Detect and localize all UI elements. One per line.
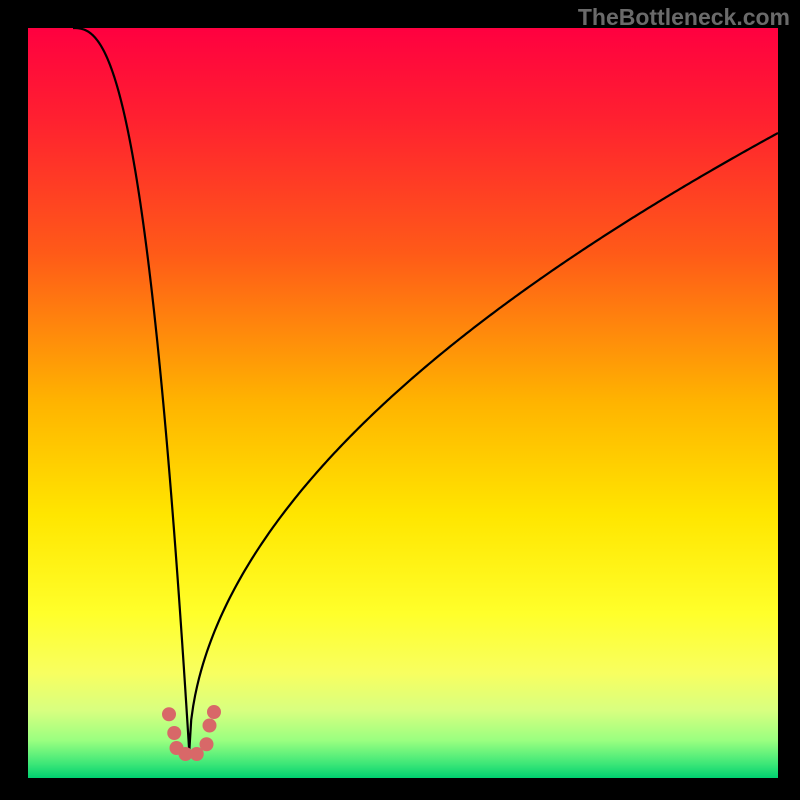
bottleneck-curve-chart (0, 0, 800, 800)
plot-background (28, 28, 778, 778)
marker-point (200, 737, 214, 751)
watermark-text: TheBottleneck.com (578, 4, 790, 31)
marker-point (162, 707, 176, 721)
marker-point (167, 726, 181, 740)
marker-point (203, 719, 217, 733)
chart-container: TheBottleneck.com (0, 0, 800, 800)
marker-point (207, 705, 221, 719)
